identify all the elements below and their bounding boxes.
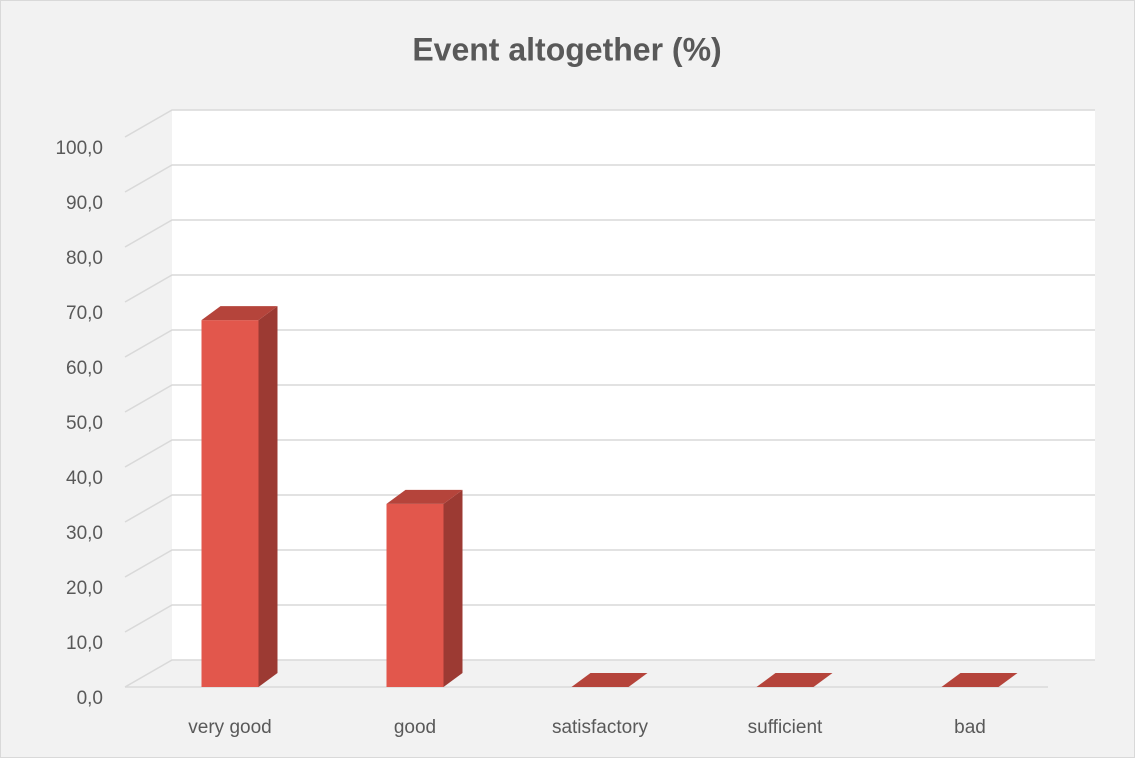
- y-tick-label: 100,0: [55, 138, 103, 159]
- bar-side: [443, 489, 463, 687]
- grid-line: [124, 439, 1095, 468]
- y-tick-label: 90,0: [66, 193, 103, 214]
- y-tick-label: 50,0: [66, 413, 103, 434]
- y-tick-label: 0,0: [77, 688, 103, 709]
- y-tick-label: 70,0: [66, 303, 103, 324]
- bar: [756, 673, 833, 687]
- bar: [386, 489, 463, 687]
- grid-line: [124, 384, 1095, 413]
- bar: [201, 306, 278, 687]
- bar-front: [386, 503, 444, 687]
- grid-line: [124, 219, 1095, 248]
- y-tick-label: 30,0: [66, 523, 103, 544]
- grid-line: [124, 164, 1095, 193]
- y-tick-label: 80,0: [66, 248, 103, 269]
- grid-line: [124, 109, 1095, 138]
- x-tick-label: bad: [954, 717, 986, 738]
- x-tick-label: sufficient: [748, 717, 823, 738]
- bar-top: [386, 489, 463, 504]
- bar-top: [941, 673, 1018, 687]
- bar-front: [201, 320, 259, 687]
- y-tick-label: 40,0: [66, 468, 103, 489]
- x-tick-label: satisfactory: [552, 717, 649, 738]
- y-tick-label: 60,0: [66, 358, 103, 379]
- grid-line: [124, 329, 1095, 358]
- grid-line: [124, 604, 1095, 633]
- bar-top: [756, 673, 833, 687]
- y-tick-label: 20,0: [66, 578, 103, 599]
- bar-side: [258, 306, 278, 687]
- x-tick-label: very good: [188, 717, 271, 738]
- grid-line: [124, 274, 1095, 303]
- grid-line: [124, 549, 1095, 578]
- y-tick-label: 10,0: [66, 633, 103, 654]
- bar: [941, 673, 1018, 687]
- chart-title: Event altogether (%): [412, 31, 721, 67]
- x-tick-label: good: [394, 717, 436, 738]
- grid-line: [124, 659, 1095, 688]
- bar-top: [571, 673, 648, 687]
- bar-top: [201, 306, 278, 321]
- grid-line: [124, 494, 1095, 523]
- bar: [571, 673, 648, 687]
